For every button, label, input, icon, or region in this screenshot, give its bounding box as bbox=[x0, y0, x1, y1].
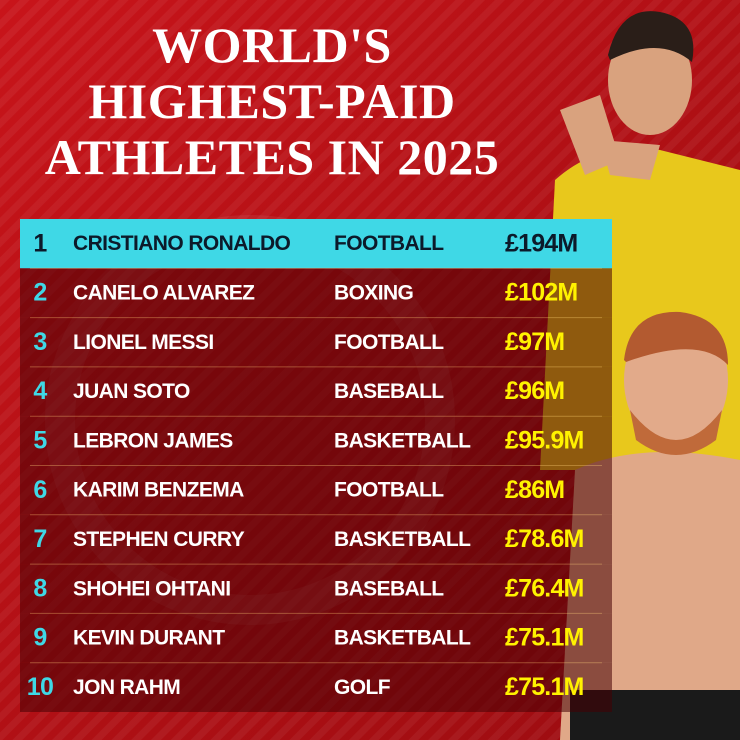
athlete-name: CANELO ALVAREZ bbox=[73, 281, 255, 304]
sport: FOOTBALL bbox=[334, 232, 444, 255]
ranking-table: 1 CRISTIANO RONALDO FOOTBALL £194M 2 CANELO A… bbox=[20, 219, 612, 712]
row-background bbox=[20, 514, 612, 565]
sport: BASKETBALL bbox=[334, 429, 471, 452]
sport: FOOTBALL bbox=[334, 479, 444, 502]
rank: 1 bbox=[33, 229, 47, 257]
row-background bbox=[20, 662, 612, 712]
row-background bbox=[20, 219, 612, 269]
table-row: 4 JUAN SOTO BASEBALL £96M bbox=[20, 366, 612, 417]
row-background bbox=[20, 317, 612, 367]
athlete-name: CRISTIANO RONALDO bbox=[73, 232, 291, 255]
sport: BASEBALL bbox=[334, 380, 444, 403]
row-background bbox=[20, 564, 612, 614]
athlete-name: SHOHEI OHTANI bbox=[73, 577, 230, 600]
table-row: 5 LEBRON JAMES BASKETBALL £95.9M bbox=[20, 415, 612, 466]
row-background bbox=[20, 268, 612, 318]
earnings: £96M bbox=[505, 377, 564, 405]
table-row: 3 LIONEL MESSI FOOTBALL £97M bbox=[20, 317, 612, 367]
rank: 9 bbox=[33, 624, 46, 652]
athlete-name: JON RAHM bbox=[73, 676, 180, 699]
table-row: 9 KEVIN DURANT BASKETBALL £75.1M bbox=[20, 612, 612, 663]
table-row: 7 STEPHEN CURRY BASKETBALL £78.6M bbox=[20, 514, 612, 565]
rank: 7 bbox=[33, 525, 46, 553]
athlete-name: KEVIN DURANT bbox=[73, 627, 225, 650]
rank: 8 bbox=[33, 574, 47, 602]
rank: 3 bbox=[33, 328, 46, 356]
row-background bbox=[20, 465, 612, 515]
rank: 4 bbox=[33, 377, 47, 405]
table-row: 10 JON RAHM GOLF £75.1M bbox=[20, 662, 612, 712]
rank: 6 bbox=[33, 476, 46, 504]
title-line: HIGHEST-PAID bbox=[88, 73, 455, 129]
row-background bbox=[20, 613, 612, 663]
table-row: 1 CRISTIANO RONALDO FOOTBALL £194M bbox=[20, 219, 612, 269]
sport: BOXING bbox=[334, 281, 414, 304]
earnings: £75.1M bbox=[505, 624, 584, 652]
row-background bbox=[20, 416, 612, 466]
athlete-name: JUAN SOTO bbox=[73, 380, 190, 403]
title-line: WORLD'S bbox=[152, 17, 392, 73]
sport: GOLF bbox=[334, 676, 391, 699]
earnings: £76.4M bbox=[505, 574, 584, 602]
earnings: £97M bbox=[505, 328, 564, 356]
table-row: 8 SHOHEI OHTANI BASEBALL £76.4M bbox=[20, 563, 612, 614]
athlete-name: LEBRON JAMES bbox=[73, 429, 233, 452]
rank: 5 bbox=[33, 426, 47, 454]
earnings: £194M bbox=[505, 229, 577, 257]
sport: BASEBALL bbox=[334, 577, 444, 600]
athlete-name: LIONEL MESSI bbox=[73, 331, 214, 354]
earnings: £95.9M bbox=[505, 426, 584, 454]
rank: 10 bbox=[27, 673, 54, 701]
rank: 2 bbox=[33, 279, 46, 307]
athlete-name: KARIM BENZEMA bbox=[73, 479, 244, 502]
earnings: £75.1M bbox=[505, 673, 584, 701]
table-row: 6 KARIM BENZEMA FOOTBALL £86M bbox=[20, 465, 612, 515]
earnings: £78.6M bbox=[505, 525, 584, 553]
earnings: £102M bbox=[505, 279, 577, 307]
sport: BASKETBALL bbox=[334, 627, 471, 650]
athlete-name: STEPHEN CURRY bbox=[73, 528, 245, 551]
sport: FOOTBALL bbox=[334, 331, 444, 354]
title-line: ATHLETES IN 2025 bbox=[45, 129, 499, 185]
row-background bbox=[20, 366, 612, 417]
table-row: 2 CANELO ALVAREZ BOXING £102M bbox=[20, 267, 612, 318]
sport: BASKETBALL bbox=[334, 528, 471, 551]
earnings: £86M bbox=[505, 476, 564, 504]
